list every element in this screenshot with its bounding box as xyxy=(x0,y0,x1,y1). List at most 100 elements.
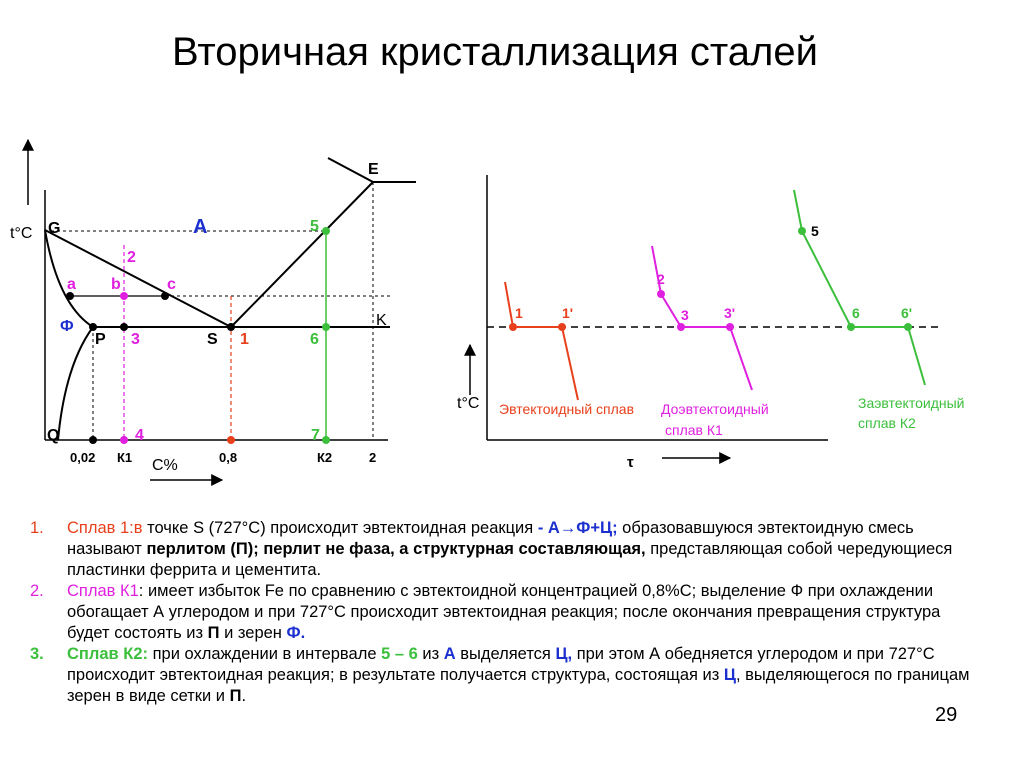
note-1-text-a: точке S (727°С) происходит эвтектоидная … xyxy=(142,519,538,537)
c-axis-label: C% xyxy=(152,457,178,474)
page-number: 29 xyxy=(935,704,958,726)
note-2-text-b: и зерен xyxy=(219,624,287,642)
note-1-number: 1. xyxy=(30,519,44,537)
label-7: 7 xyxy=(311,427,320,444)
note-1-text-c: представляющая собой чередующиеся пласти… xyxy=(67,540,953,579)
line-GS xyxy=(44,229,232,328)
curve-point-1 xyxy=(509,323,517,331)
t-axis-label: t°C xyxy=(10,225,32,242)
line-PQ xyxy=(57,326,94,441)
point-5 xyxy=(322,227,330,235)
label-S: S xyxy=(207,331,218,348)
curve-K1 xyxy=(651,245,753,391)
label-hyper-line2: сплав К2 xyxy=(858,415,916,431)
tick-2: 2 xyxy=(369,450,376,465)
note-3-text-f: . xyxy=(241,687,247,705)
curve-point-3prime xyxy=(726,323,734,331)
note-3: 3. Сплав К2: при охлаждении в интервале 5… xyxy=(30,644,970,707)
label-c: c xyxy=(167,276,176,293)
label-hypo-line1: Доэвтектоидный xyxy=(661,401,769,417)
note-3-text-d: при этом А обедняется углеродом и при 72… xyxy=(67,645,935,684)
note-2-ferrite: Ф. xyxy=(286,624,306,642)
point-a xyxy=(66,292,74,300)
note-3-lead: Сплав К2: xyxy=(67,645,149,663)
note-3-text-e: , выделяющегося по границам зерен в виде… xyxy=(67,666,970,705)
label-5: 5 xyxy=(310,218,319,235)
point-0-02 xyxy=(89,436,97,444)
curve-point-1prime xyxy=(558,323,566,331)
note-3-text-b: из xyxy=(417,645,444,663)
point-6 xyxy=(322,323,330,331)
label-eutectoid-alloy: Эвтектоидный сплав xyxy=(499,401,634,417)
label-2: 2 xyxy=(127,249,136,266)
note-3-number: 3. xyxy=(30,645,44,663)
point-P xyxy=(89,323,97,331)
note-2-perlite: П xyxy=(207,624,220,642)
note-3-cementite: Ц, xyxy=(555,645,573,663)
note-1-reaction: - А→Ф+Ц; xyxy=(537,519,618,537)
note-3-austenite: А xyxy=(443,645,456,663)
label-4: 4 xyxy=(135,427,144,444)
label-a: a xyxy=(67,276,76,293)
explanation-list: 1. Сплав 1:в точке S (727°С) происходит э… xyxy=(30,518,970,707)
label-1: 1 xyxy=(240,331,249,348)
point-4 xyxy=(120,436,128,444)
line-SE xyxy=(230,181,374,328)
label-P: P xyxy=(95,331,106,348)
curve-label-2: 2 xyxy=(657,271,665,287)
curve-point-6 xyxy=(847,323,855,331)
note-2-lead: Сплав К1 xyxy=(67,582,139,600)
label-hypo-line2: сплав К1 xyxy=(665,422,723,438)
point-S xyxy=(227,323,235,331)
diagram-figure: t°C C% G E A K P S Q Ф a b c 2 3 4 1 5 6… xyxy=(10,138,964,486)
curve-point-6prime xyxy=(904,323,912,331)
curve-eutectoid xyxy=(504,281,579,401)
label-G: G xyxy=(48,220,60,237)
label-b: b xyxy=(111,276,121,293)
note-2-number: 2. xyxy=(30,582,44,600)
tick-K2: К2 xyxy=(317,450,332,465)
note-2-text-a: : имеет избыток Fe по сравнению с эвтект… xyxy=(67,582,941,642)
curve-label-3: 3 xyxy=(681,307,689,323)
note-3-range: 5 – 6 xyxy=(381,645,418,663)
note-1: 1. Сплав 1:в точке S (727°С) происходит э… xyxy=(30,518,970,581)
note-1-bold: перлитом (П); перлит не фаза, а структур… xyxy=(146,540,646,558)
curve-label-6: 6 xyxy=(852,305,860,321)
label-K: K xyxy=(376,312,387,329)
point-3 xyxy=(120,323,128,331)
line-GP xyxy=(44,229,94,328)
note-1-text-b: образовавшуюся эвтектоидную смесь называ… xyxy=(67,519,914,558)
label-3: 3 xyxy=(131,331,140,348)
curve-point-2 xyxy=(657,290,665,298)
note-3-text-a: при охлаждении в интервале xyxy=(148,645,382,663)
note-1-lead: Сплав 1:в xyxy=(67,519,143,537)
cooling-curves: t°C τ 1 1' 2 3 3' 5 6 6' Эвтектоидный сп… xyxy=(457,175,964,471)
curve-label-1prime: 1' xyxy=(562,305,573,321)
curves-t-label: t°C xyxy=(457,395,479,412)
label-A: A xyxy=(193,216,207,238)
curve-label-3prime: 3' xyxy=(724,305,735,321)
curve-K2 xyxy=(793,189,926,386)
note-3-text-c: выделяется xyxy=(455,645,556,663)
tick-0-02: 0,02 xyxy=(70,450,95,465)
note-2: 2. Сплав К1: имеет избыток Fe по сравнени… xyxy=(30,581,970,644)
point-c xyxy=(161,292,169,300)
note-3-perlite: П xyxy=(229,687,242,705)
tick-K1: К1 xyxy=(117,450,132,465)
line-E-left xyxy=(327,157,374,183)
point-0-8 xyxy=(227,436,235,444)
label-6: 6 xyxy=(310,331,319,348)
tick-0-8: 0,8 xyxy=(219,450,237,465)
label-E: E xyxy=(368,161,379,178)
curve-label-5: 5 xyxy=(811,223,819,239)
slide-title: Вторичная кристаллизация сталей xyxy=(172,30,818,74)
curve-point-5 xyxy=(798,227,806,235)
curve-label-1: 1 xyxy=(515,305,523,321)
note-3-cementite-2: Ц xyxy=(723,666,736,684)
label-F: Ф xyxy=(60,318,74,335)
phase-diagram: t°C C% G E A K P S Q Ф a b c 2 3 4 1 5 6… xyxy=(10,138,416,486)
point-7 xyxy=(322,436,330,444)
curves-time-label: τ xyxy=(627,454,634,471)
curve-point-3 xyxy=(677,323,685,331)
label-Q: Q xyxy=(47,427,59,444)
